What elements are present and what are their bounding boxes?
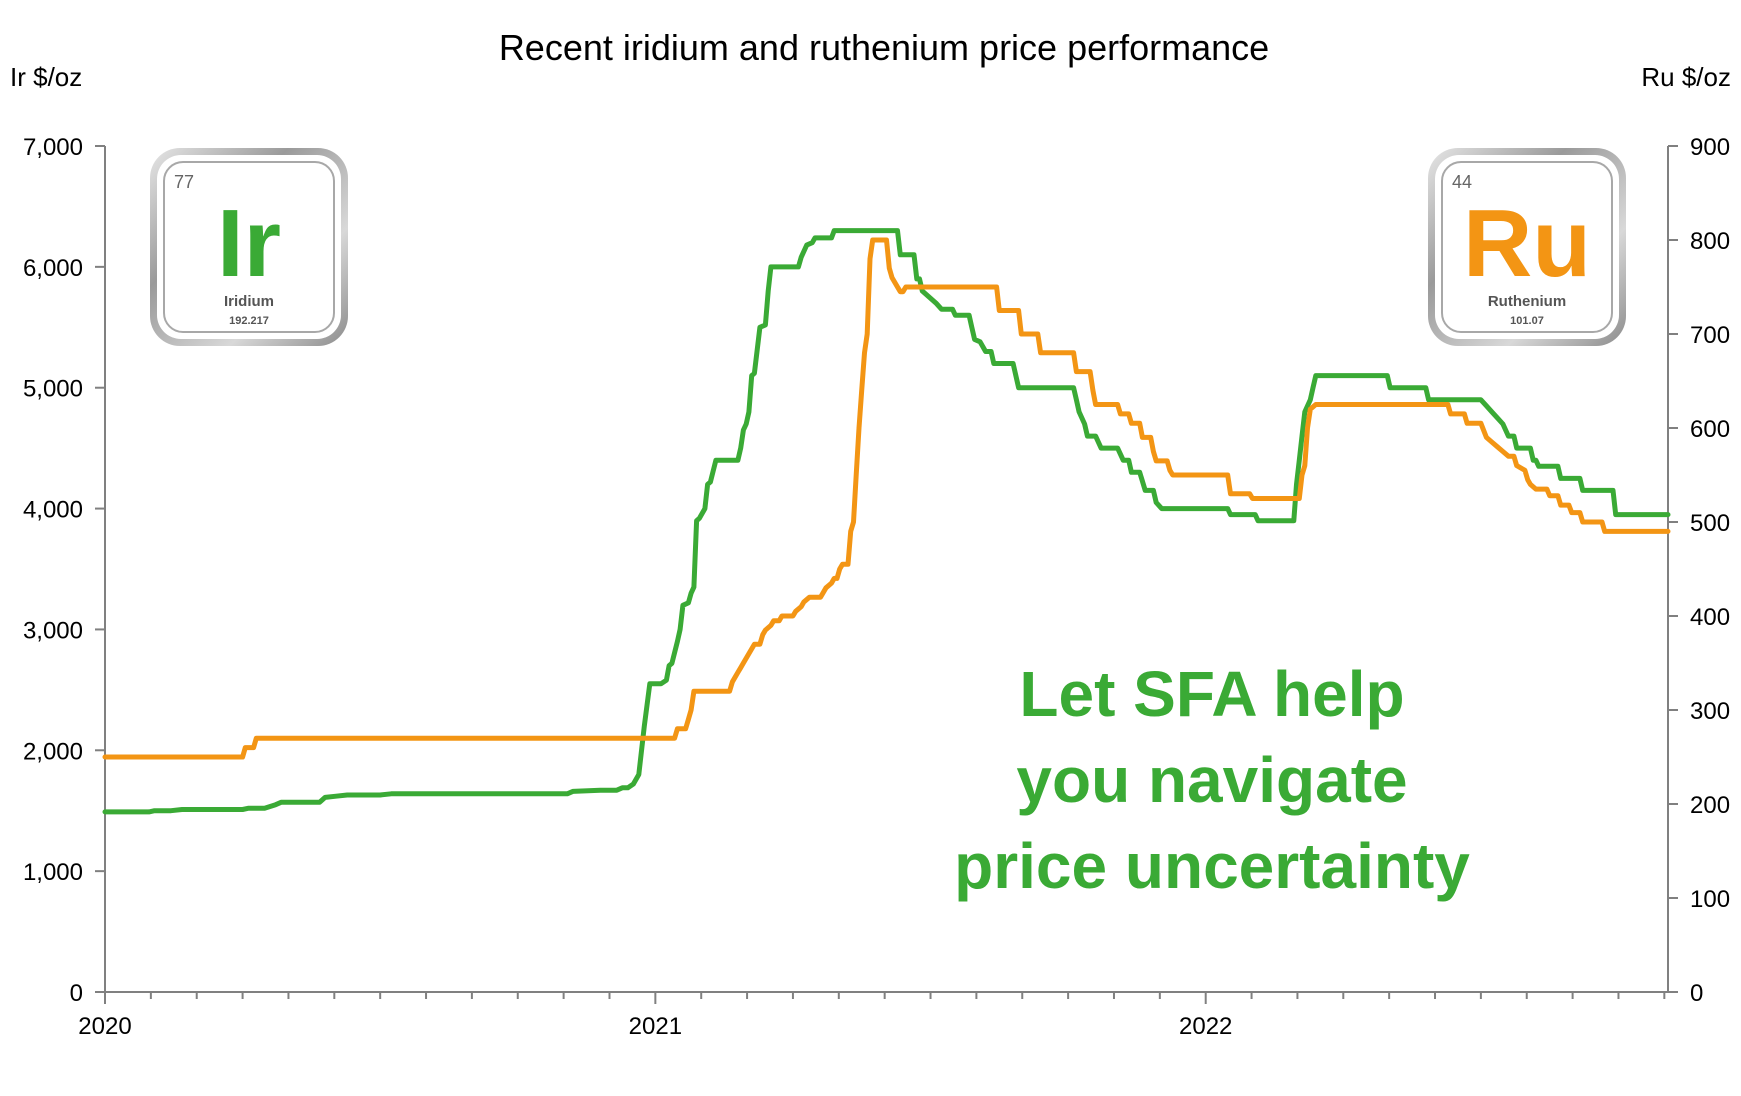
ruthenium-element-badge: 44 Ru Ruthenium 101.07: [1428, 148, 1626, 346]
ruthenium-symbol: Ru: [1463, 190, 1591, 297]
y-right-axis-title: Ru $/oz: [1641, 62, 1731, 92]
iridium-symbol: Ir: [217, 190, 281, 297]
ruthenium-atomic-number: 44: [1452, 172, 1472, 192]
y-right-tick-label: 700: [1690, 322, 1730, 349]
y-right-tick-label: 800: [1690, 228, 1730, 255]
series-line-ruthenium: [102, 237, 1671, 760]
y-left-tick-label: 3,000: [23, 617, 83, 644]
y-left-tick-label: 6,000: [23, 255, 83, 282]
x-tick-label: 2020: [78, 1013, 131, 1040]
y-right-tick-label: 300: [1690, 698, 1730, 725]
y-right-tick-label: 200: [1690, 792, 1730, 819]
iridium-atomic-mass: 192.217: [229, 315, 269, 327]
promo-line-1: Let SFA help: [1019, 658, 1404, 730]
chart-title: Recent iridium and ruthenium price perfo…: [499, 27, 1269, 68]
ruthenium-name: Ruthenium: [1488, 293, 1566, 310]
y-right-tick-label: 0: [1690, 980, 1703, 1007]
axes: 0 1,000 2,000 3,000 4,000 5,000 6,000 7,000 0 100…: [23, 134, 1730, 1040]
promo-line-3: price uncertainty: [954, 830, 1470, 902]
iridium-name: Iridium: [224, 293, 274, 310]
y-right-tick-label: 500: [1690, 510, 1730, 537]
y-right-tick-label: 600: [1690, 416, 1730, 443]
y-right-tick-label: 900: [1690, 134, 1730, 161]
series-line-iridium: [102, 228, 1671, 815]
x-tick-label: 2021: [629, 1013, 682, 1040]
y-left-tick-label: 5,000: [23, 376, 83, 403]
y-left-tick-label: 1,000: [23, 859, 83, 886]
series-group: [102, 228, 1671, 815]
y-left-tick-label: 0: [70, 980, 83, 1007]
y-right-tick-label: 100: [1690, 886, 1730, 913]
y-left-axis-title: Ir $/oz: [10, 62, 82, 92]
iridium-element-badge: 77 Ir Iridium 192.217: [150, 148, 348, 346]
y-right-tick-label: 400: [1690, 604, 1730, 631]
y-left-tick-label: 7,000: [23, 134, 83, 161]
y-left-tick-label: 4,000: [23, 497, 83, 524]
promo-message: Let SFA help you navigate price uncertai…: [954, 658, 1470, 902]
ruthenium-atomic-mass: 101.07: [1510, 315, 1544, 327]
promo-line-2: you navigate: [1016, 744, 1407, 816]
y-left-tick-label: 2,000: [23, 738, 83, 765]
iridium-atomic-number: 77: [174, 172, 194, 192]
x-tick-label: 2022: [1179, 1013, 1232, 1040]
